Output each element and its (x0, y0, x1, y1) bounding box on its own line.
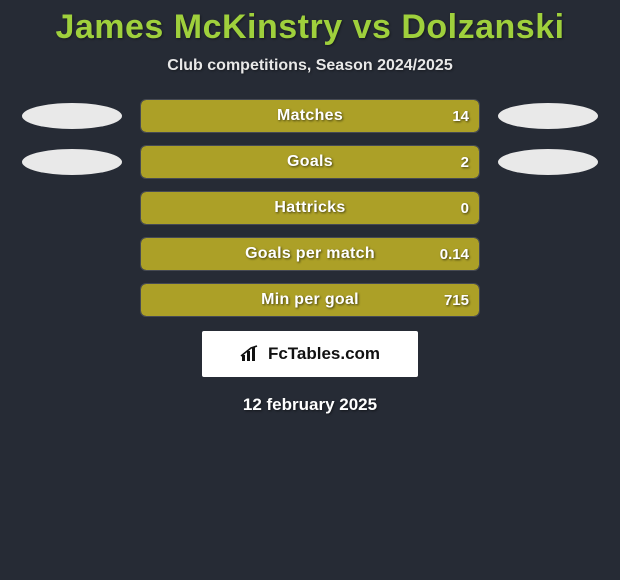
stat-value: 715 (444, 284, 469, 316)
badge-text: FcTables.com (268, 344, 380, 364)
stat-row: Hattricks0 (0, 191, 620, 225)
stat-row: Goals2 (0, 145, 620, 179)
bar-chart-icon (240, 345, 262, 363)
stat-label: Hattricks (141, 192, 479, 224)
stat-bar: Goals per match0.14 (140, 237, 480, 271)
subtitle: Club competitions, Season 2024/2025 (0, 57, 620, 75)
stat-label: Goals per match (141, 238, 479, 270)
right-blob (498, 149, 598, 175)
stat-rows: Matches14 Goals2 Hattricks0 Goals per match… (0, 99, 620, 317)
stat-row: Min per goal715 (0, 283, 620, 317)
stat-bar: Matches14 (140, 99, 480, 133)
comparison-card: James McKinstry vs Dolzanski Club compet… (0, 0, 620, 415)
source-badge[interactable]: FcTables.com (202, 331, 418, 377)
stat-value: 2 (461, 146, 469, 178)
stat-label: Matches (141, 100, 479, 132)
stat-label: Goals (141, 146, 479, 178)
left-blob (22, 103, 122, 129)
stat-value: 0.14 (440, 238, 469, 270)
stat-bar: Min per goal715 (140, 283, 480, 317)
stat-bar: Goals2 (140, 145, 480, 179)
stat-row: Matches14 (0, 99, 620, 133)
page-title: James McKinstry vs Dolzanski (0, 8, 620, 47)
stat-value: 0 (461, 192, 469, 224)
left-blob (22, 149, 122, 175)
stat-bar: Hattricks0 (140, 191, 480, 225)
stat-label: Min per goal (141, 284, 479, 316)
date-caption: 12 february 2025 (0, 395, 620, 415)
stat-row: Goals per match0.14 (0, 237, 620, 271)
right-blob (498, 103, 598, 129)
stat-value: 14 (452, 100, 469, 132)
